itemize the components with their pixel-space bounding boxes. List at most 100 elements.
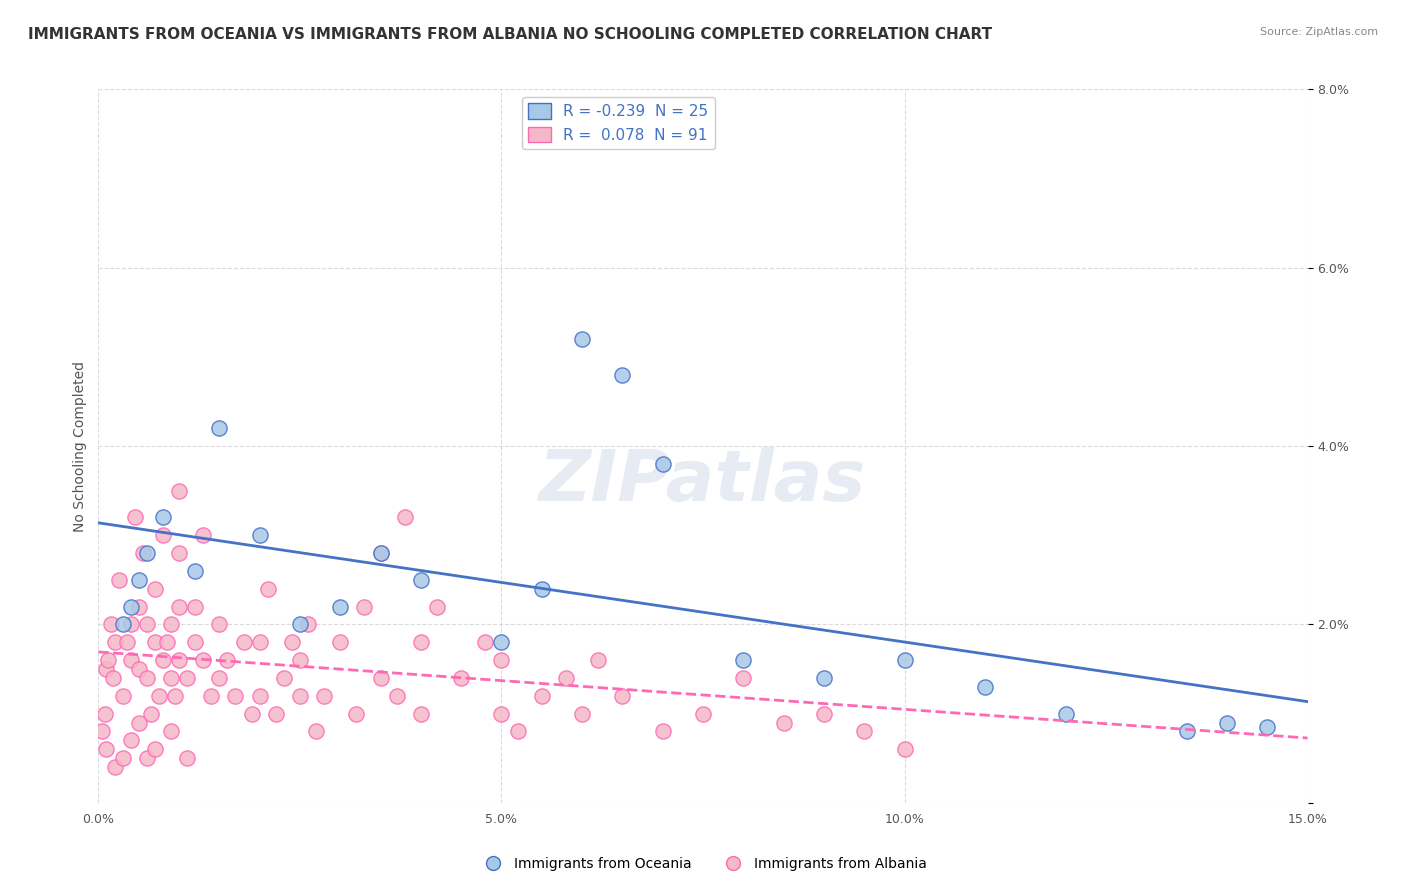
Point [128, 662, 150, 676]
Point [111, 751, 134, 765]
Point [120, 733, 142, 747]
Point [132, 546, 155, 560]
Point [853, 724, 876, 739]
Point [184, 635, 207, 649]
Point [143, 582, 166, 596]
Point [651, 457, 673, 471]
Point [288, 689, 311, 703]
Point [385, 689, 408, 703]
Point [135, 617, 157, 632]
Point [409, 635, 432, 649]
Point [450, 671, 472, 685]
Point [353, 599, 375, 614]
Point [733, 671, 755, 685]
Point [176, 751, 198, 765]
Point [692, 706, 714, 721]
Point [491, 635, 513, 649]
Point [156, 635, 179, 649]
Point [1216, 715, 1239, 730]
Point [94, 706, 117, 721]
Point [314, 689, 336, 703]
Point [120, 653, 142, 667]
Point [273, 671, 295, 685]
Point [297, 617, 319, 632]
Point [249, 635, 271, 649]
Point [96, 662, 118, 676]
Text: ZIPatlas: ZIPatlas [540, 447, 866, 516]
Point [256, 582, 278, 596]
Text: IMMIGRANTS FROM OCEANIA VS IMMIGRANTS FROM ALBANIA NO SCHOOLING COMPLETED CORREL: IMMIGRANTS FROM OCEANIA VS IMMIGRANTS FR… [28, 27, 993, 42]
Point [530, 582, 553, 596]
Point [208, 671, 231, 685]
Point [555, 671, 578, 685]
Point [135, 671, 157, 685]
Point [288, 653, 311, 667]
Point [91, 724, 114, 739]
Point [571, 332, 593, 346]
Point [329, 599, 352, 614]
Point [193, 528, 215, 542]
Point [571, 706, 593, 721]
Point [100, 617, 122, 632]
Point [305, 724, 328, 739]
Point [97, 653, 120, 667]
Point [143, 742, 166, 756]
Point [160, 724, 183, 739]
Point [288, 617, 311, 632]
Point [426, 599, 449, 614]
Point [612, 689, 634, 703]
Point [111, 689, 134, 703]
Point [135, 546, 157, 560]
Point [370, 546, 392, 560]
Point [344, 706, 367, 721]
Point [1256, 720, 1278, 734]
Point [491, 653, 513, 667]
Point [612, 368, 634, 382]
Point [120, 599, 142, 614]
Point [893, 742, 915, 756]
Point [167, 599, 190, 614]
Y-axis label: No Schooling Completed: No Schooling Completed [73, 360, 87, 532]
Point [148, 689, 170, 703]
Point [163, 689, 186, 703]
Point [249, 689, 271, 703]
Point [813, 671, 835, 685]
Point [813, 706, 835, 721]
Point [167, 483, 190, 498]
Point [394, 510, 416, 524]
Point [370, 671, 392, 685]
Point [409, 706, 432, 721]
Point [167, 546, 190, 560]
Point [200, 689, 222, 703]
Point [772, 715, 794, 730]
Point [160, 671, 183, 685]
Point [101, 671, 124, 685]
Point [264, 706, 287, 721]
Point [370, 546, 392, 560]
Point [120, 617, 142, 632]
Point [128, 573, 150, 587]
Legend: R = -0.239  N = 25, R =  0.078  N = 91: R = -0.239 N = 25, R = 0.078 N = 91 [522, 97, 714, 149]
Point [249, 528, 271, 542]
Point [184, 599, 207, 614]
Point [152, 653, 174, 667]
Point [152, 528, 174, 542]
Point [139, 706, 162, 721]
Point [160, 617, 183, 632]
Point [281, 635, 304, 649]
Point [224, 689, 246, 703]
Point [491, 706, 513, 721]
Point [208, 617, 231, 632]
Point [96, 742, 118, 756]
Point [974, 680, 997, 694]
Point [208, 421, 231, 435]
Point [176, 671, 198, 685]
Point [124, 510, 146, 524]
Point [586, 653, 609, 667]
Point [103, 635, 125, 649]
Legend: Immigrants from Oceania, Immigrants from Albania: Immigrants from Oceania, Immigrants from… [474, 851, 932, 876]
Point [733, 653, 755, 667]
Point [111, 617, 134, 632]
Point [143, 635, 166, 649]
Point [329, 635, 352, 649]
